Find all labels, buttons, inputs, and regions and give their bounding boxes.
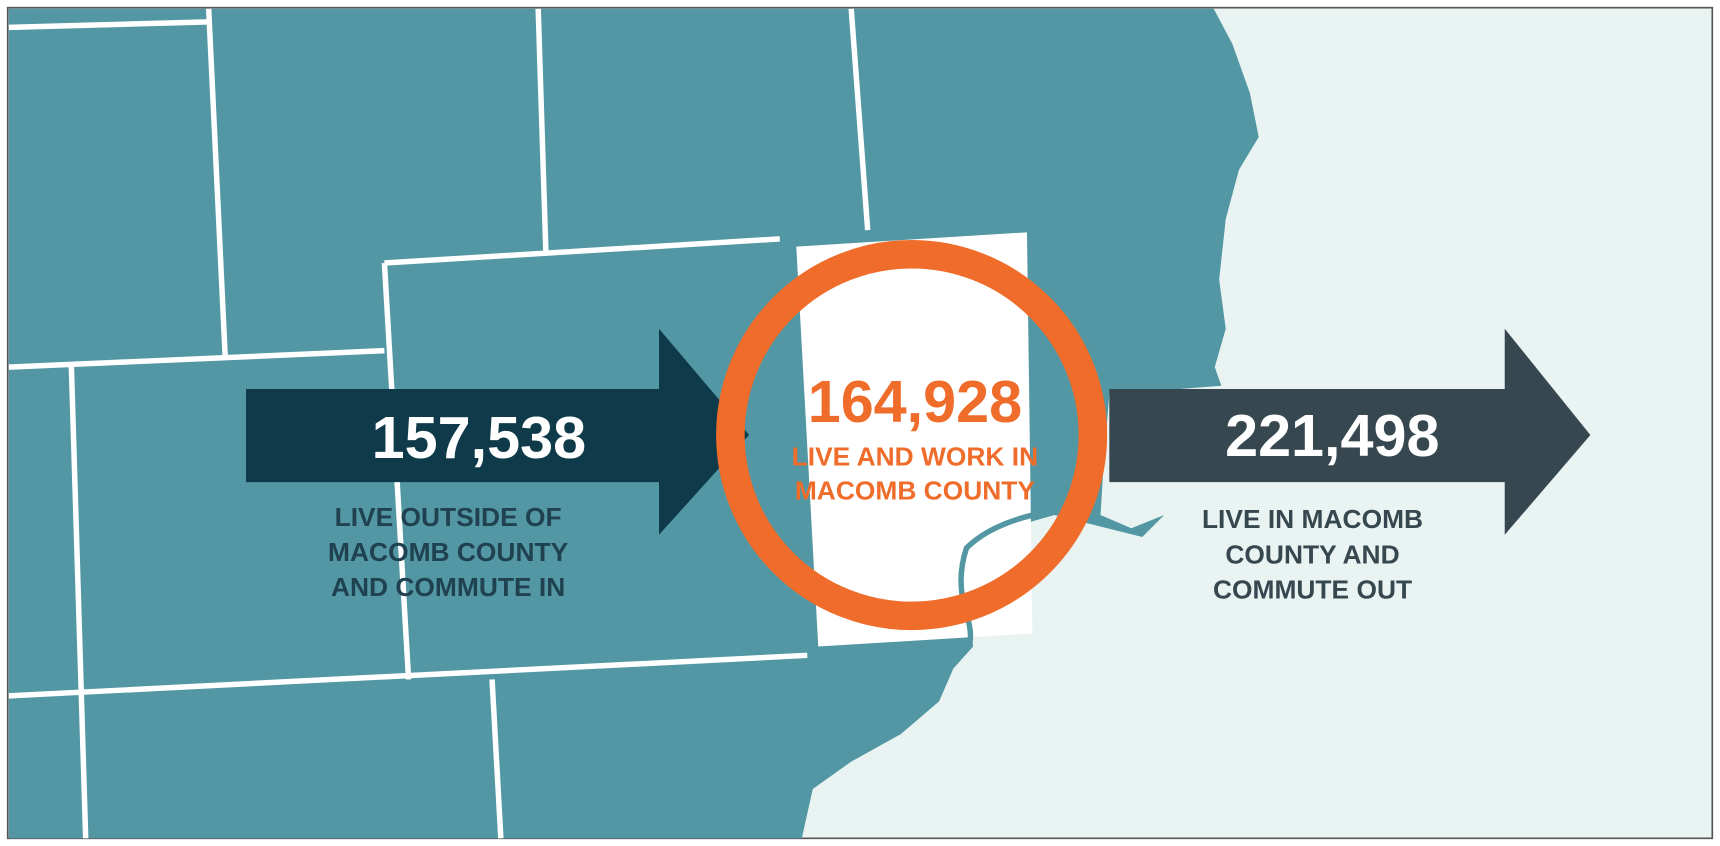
commute-in-value: 157,538 — [372, 404, 586, 471]
commute-in-label: MACOMB COUNTY — [328, 537, 569, 567]
commute-in-label: AND COMMUTE IN — [331, 572, 565, 602]
live-work-label: LIVE AND WORK IN — [792, 442, 1038, 472]
live-work-value: 164,928 — [808, 368, 1022, 435]
commute-in-label: LIVE OUTSIDE OF — [335, 502, 562, 532]
ring — [716, 239, 1108, 631]
live-work-label: MACOMB COUNTY — [795, 476, 1036, 506]
arrow-in — [246, 328, 750, 535]
commute-out-label: COUNTY AND — [1225, 539, 1399, 569]
arrow-out — [1109, 328, 1591, 535]
commute-out-value: 221,498 — [1225, 402, 1439, 469]
commute-out-label: COMMUTE OUT — [1213, 574, 1412, 604]
commute-out-label: LIVE IN MACOMB — [1202, 504, 1423, 534]
